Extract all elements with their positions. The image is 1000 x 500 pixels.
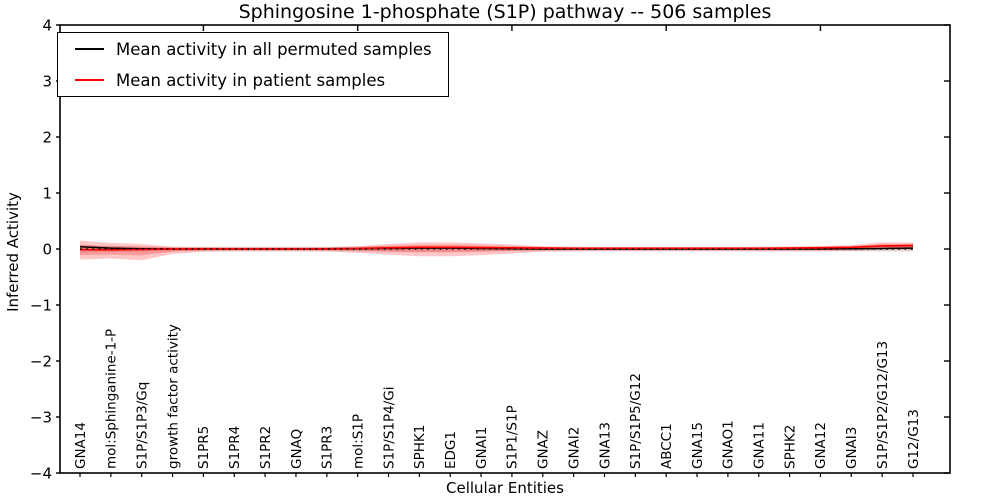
x-tick-label: S1PR4: [227, 426, 243, 469]
x-tick-label: S1PR5: [196, 426, 212, 469]
x-tick-label: GNA11: [752, 422, 768, 469]
x-tick-label: GNAO1: [721, 420, 737, 469]
x-tick-label: GNAZ: [536, 430, 552, 469]
axes-layer: [56, 24, 951, 477]
line-layer: [79, 244, 914, 251]
x-tick-label: GNAI3: [844, 427, 860, 469]
y-tick-label: −2: [30, 352, 52, 370]
x-tick-label: ABCC1: [659, 423, 675, 469]
legend-line-black: [75, 48, 104, 50]
patient-std-band-outer: [80, 240, 913, 261]
legend-entry-patient: Mean activity in patient samples: [58, 65, 448, 95]
x-tick-label: growth factor activity: [165, 324, 181, 469]
y-axis-label: Inferred Activity: [4, 192, 22, 312]
y-tick-label: −1: [30, 296, 52, 314]
y-tick-label: 3: [42, 72, 52, 90]
x-tick-label: S1P/S1P5/G12: [628, 373, 644, 469]
x-tick-label: G12/G13: [906, 409, 922, 469]
y-tick-label: −3: [30, 408, 52, 426]
x-tick-label: SPHK2: [782, 425, 798, 469]
x-tick-label: S1PR2: [258, 426, 274, 469]
legend: Mean activity in all permuted samples Me…: [57, 32, 449, 97]
legend-label-patient: Mean activity in patient samples: [116, 70, 386, 90]
chart-title: Sphingosine 1-phosphate (S1P) pathway --…: [238, 1, 772, 23]
x-tick-label: S1P/S1P3/Gq: [135, 382, 151, 469]
patient-mean-line: [79, 244, 914, 251]
x-tick-label: S1P/S1P4/Gi: [381, 387, 397, 470]
x-tick-label: GNA12: [813, 422, 829, 469]
x-tick-label: SPHK1: [412, 425, 428, 469]
x-tick-label: GNA13: [597, 422, 613, 469]
x-tick-label: S1P1/S1P: [505, 405, 521, 469]
x-tick-label: S1PR3: [320, 426, 336, 469]
x-tick-label: GNA15: [690, 422, 706, 469]
y-tick-label: 4: [42, 16, 52, 34]
x-tick-label: GNAI1: [474, 427, 490, 469]
x-axis-label: Cellular Entities: [446, 479, 564, 497]
tick-label-layer: −4 −3 −2 −1 0 1 2 3 4 GNA14 mol:Sphinganine-1-P S1P…: [30, 16, 922, 482]
x-tick-label: GNA14: [73, 422, 89, 469]
x-tick-label: GNAI2: [566, 427, 582, 469]
x-tick-label: mol:S1P: [350, 414, 366, 469]
x-tick-label: mol:Sphinganine-1-P: [104, 329, 120, 469]
y-tick-label: 1: [42, 184, 52, 202]
y-tick-label: −4: [30, 464, 52, 482]
x-tick-label: S1P/S1P2/G12/G13: [875, 341, 891, 469]
legend-line-red: [75, 79, 104, 81]
x-tick-label: EDG1: [443, 431, 459, 469]
y-tick-label: 0: [42, 240, 52, 258]
x-tick-label: GNAQ: [289, 429, 305, 469]
legend-label-permuted: Mean activity in all permuted samples: [116, 39, 432, 59]
y-tick-label: 2: [42, 128, 52, 146]
legend-entry-permuted: Mean activity in all permuted samples: [58, 34, 448, 64]
